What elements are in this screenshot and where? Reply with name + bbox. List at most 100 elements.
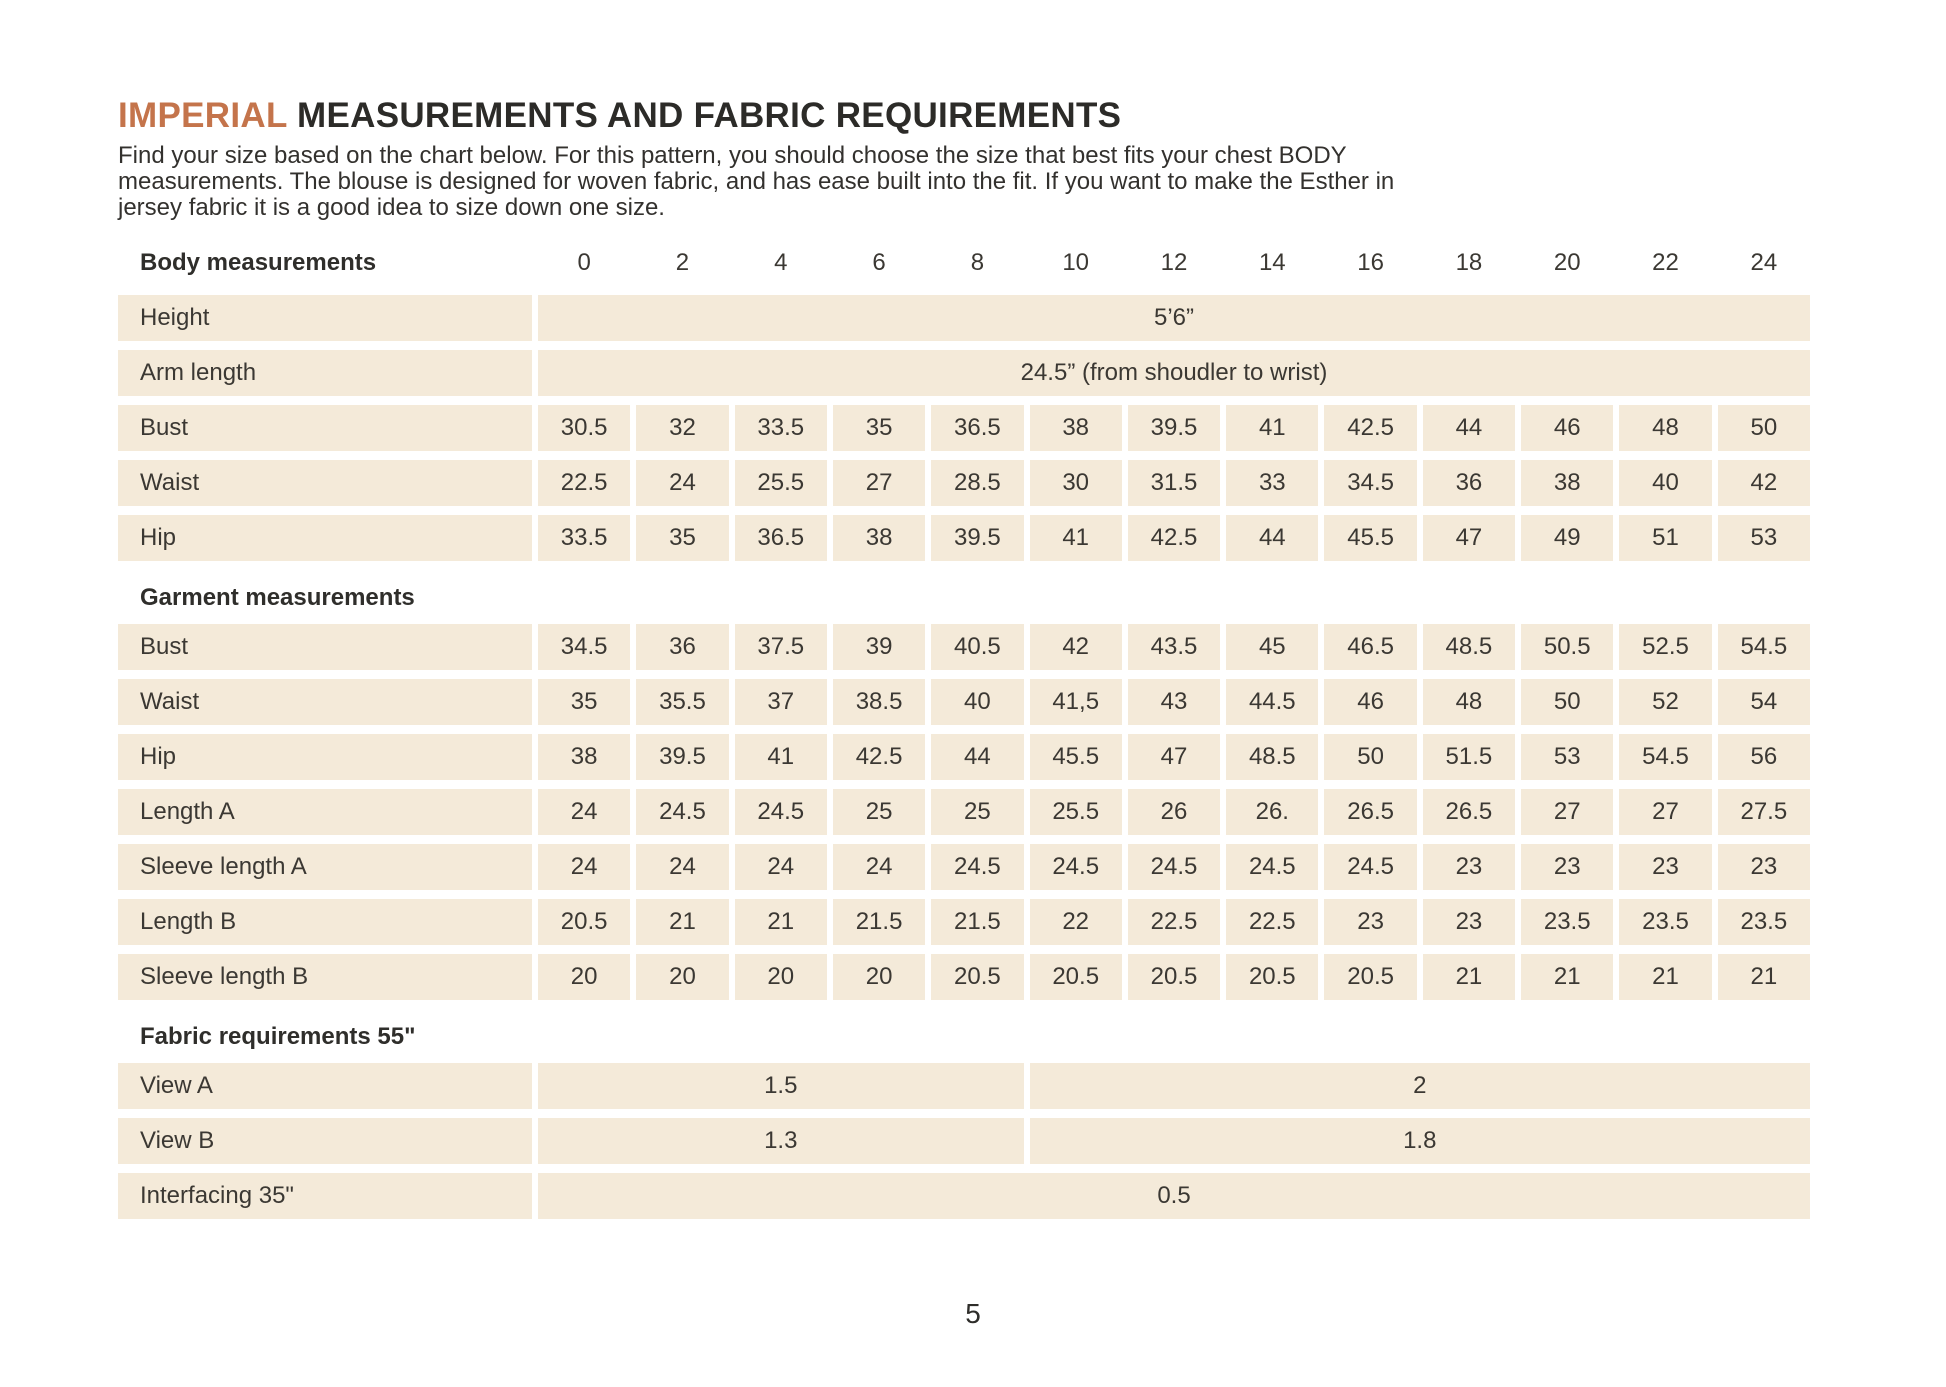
value-cell: 36 <box>1422 460 1516 506</box>
value-cell: 21 <box>1619 954 1712 1000</box>
value-cell: 20.5 <box>1324 954 1417 1000</box>
value-cell: 45.5 <box>1029 734 1122 780</box>
value-cell: 21 <box>1521 954 1614 1000</box>
value-cell: 48 <box>1619 405 1712 451</box>
value-cell: 35 <box>832 405 926 451</box>
value-cell: 35 <box>636 515 729 561</box>
value-cell: 39.5 <box>1127 405 1221 451</box>
table-row: Height 5’6” <box>118 295 1810 341</box>
value-cell: 20.5 <box>1029 954 1122 1000</box>
page-title: IMPERIAL MEASUREMENTS AND FABRIC REQUIRE… <box>118 96 1840 136</box>
value-cell: 51 <box>1619 515 1712 561</box>
value-cell: 42.5 <box>1324 405 1417 451</box>
value-cell: 38 <box>1029 405 1122 451</box>
value-cell: 20 <box>636 954 729 1000</box>
value-cell: 20 <box>538 954 631 1000</box>
intro-line: measurements. The blouse is designed for… <box>118 168 1395 195</box>
value-cell: 35.5 <box>636 679 729 725</box>
value-cell: 42 <box>1717 460 1810 506</box>
value-cell: 52.5 <box>1619 624 1712 670</box>
size-column-header: 24 <box>1750 249 1778 276</box>
value-cell: 20.5 <box>931 954 1024 1000</box>
value-cell: 23 <box>1422 844 1516 890</box>
value-cell: 52 <box>1619 679 1712 725</box>
size-column-header: 4 <box>774 249 788 276</box>
row-label: Length B <box>118 899 532 945</box>
value-cell: 26.5 <box>1422 789 1516 835</box>
value-cell: 23 <box>1619 844 1712 890</box>
value-cell: 24 <box>538 844 631 890</box>
value-cell: 34.5 <box>538 624 631 670</box>
size-column-header: 10 <box>1062 249 1090 276</box>
value-cell: 41 <box>1029 515 1122 561</box>
title-rest: MEASUREMENTS AND FABRIC REQUIREMENTS <box>287 96 1122 135</box>
value-cell: 24 <box>636 844 729 890</box>
value-cell: 54 <box>1717 679 1810 725</box>
value-cell: 36 <box>636 624 729 670</box>
value-cell: 24.5 <box>636 789 729 835</box>
value-cell: 44 <box>1226 515 1319 561</box>
merged-value-cell-left: 1.3 <box>538 1118 1024 1164</box>
value-cell: 45 <box>1226 624 1319 670</box>
value-cell: 40.5 <box>931 624 1024 670</box>
value-cell: 25 <box>832 789 926 835</box>
value-cell: 24.5 <box>734 789 827 835</box>
value-cell: 48.5 <box>1422 624 1516 670</box>
table-row: Hip 38 39.5 41 42.5 44 45.5 47 48.5 50 51.5 53 54.5 5… <box>118 734 1810 780</box>
value-cell: 56 <box>1717 734 1810 780</box>
value-cell: 51.5 <box>1422 734 1516 780</box>
value-cell: 22 <box>1029 899 1122 945</box>
value-cell: 33 <box>1226 460 1319 506</box>
value-cell: 43 <box>1127 679 1221 725</box>
section-title: Body measurements <box>140 249 377 276</box>
value-cell: 46 <box>1324 679 1417 725</box>
value-cell: 27 <box>832 460 926 506</box>
value-cell: 24.5 <box>1029 844 1122 890</box>
value-cell: 44.5 <box>1226 679 1319 725</box>
row-label: Bust <box>118 624 532 670</box>
value-cell: 50 <box>1521 679 1614 725</box>
value-cell: 46.5 <box>1324 624 1417 670</box>
merged-value-cell-left: 1.5 <box>538 1063 1024 1109</box>
value-cell: 47 <box>1127 734 1221 780</box>
table-row: Bust 30.5 32 33.5 35 36.5 38 39.5 41 42.5 44 46 48 50 <box>118 405 1810 451</box>
value-cell: 44 <box>931 734 1024 780</box>
value-cell: 24.5 <box>931 844 1024 890</box>
value-cell: 23 <box>1422 899 1516 945</box>
table-row: Arm length 24.5” (from shoudler to wrist) <box>118 350 1810 396</box>
table-row: Length A 24 24.5 24.5 25 25 25.5 26 26. 26.5 26.5 2… <box>118 789 1810 835</box>
row-label: Height <box>118 295 532 341</box>
size-column-header: 12 <box>1160 249 1188 276</box>
value-cell: 49 <box>1521 515 1614 561</box>
intro-line: Find your size based on the chart below.… <box>118 142 1347 169</box>
table-row: View A 1.5 2 <box>118 1063 1810 1109</box>
value-cell: 40 <box>1619 460 1712 506</box>
table-row: Sleeve length A 24 24 24 24 24.5 24.5 24.5 24.5 2… <box>118 844 1810 890</box>
merged-value-cell-right: 1.8 <box>1029 1118 1810 1164</box>
value-cell: 23.5 <box>1717 899 1810 945</box>
value-cell: 27 <box>1521 789 1614 835</box>
value-cell: 22.5 <box>1127 899 1221 945</box>
value-cell: 34.5 <box>1324 460 1417 506</box>
size-column-header: 22 <box>1652 249 1679 276</box>
value-cell: 42.5 <box>832 734 926 780</box>
value-cell: 54.5 <box>1717 624 1810 670</box>
value-cell: 33.5 <box>734 405 827 451</box>
value-cell: 37.5 <box>734 624 827 670</box>
row-label: Sleeve length B <box>118 954 532 1000</box>
row-label: View A <box>118 1063 532 1109</box>
value-cell: 48 <box>1422 679 1516 725</box>
value-cell: 22.5 <box>538 460 631 506</box>
size-column-header: 20 <box>1553 249 1581 276</box>
value-cell: 21 <box>734 899 827 945</box>
value-cell: 48.5 <box>1226 734 1319 780</box>
size-column-header: 2 <box>675 249 690 276</box>
size-column-header: 8 <box>970 249 985 276</box>
row-label: Hip <box>118 734 532 780</box>
size-column-header: 16 <box>1357 249 1384 276</box>
value-cell: 26. <box>1226 789 1319 835</box>
title-accent-word: IMPERIAL <box>118 96 287 135</box>
value-cell: 23 <box>1717 844 1810 890</box>
value-cell: 43.5 <box>1127 624 1221 670</box>
